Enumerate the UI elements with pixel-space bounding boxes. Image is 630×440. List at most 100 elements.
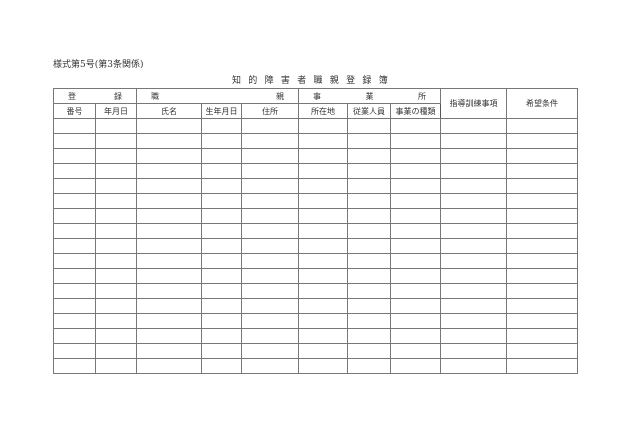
table-row (53, 163, 578, 179)
table-cell (241, 193, 299, 209)
table-cell (241, 178, 299, 194)
table-cell (241, 223, 299, 239)
table-cell (136, 223, 202, 239)
table-cell (53, 133, 96, 149)
form-number-label: 様式第5号(第3条関係) (53, 60, 144, 70)
table-cell (440, 238, 507, 254)
table-cell (95, 133, 137, 149)
table-cell (201, 328, 242, 344)
table-cell (390, 208, 441, 224)
table-cell (95, 298, 137, 314)
table-cell (347, 133, 391, 149)
table-cell (53, 118, 96, 134)
table-cell (390, 193, 441, 209)
table-cell (347, 193, 391, 209)
table-cell (298, 298, 348, 314)
table-cell (298, 238, 348, 254)
table-cell (298, 118, 348, 134)
table-cell (506, 253, 578, 269)
table-cell (95, 223, 137, 239)
table-cell (506, 268, 578, 284)
table-cell (241, 268, 299, 284)
table-cell (347, 178, 391, 194)
table-cell (136, 118, 202, 134)
table-cell (136, 193, 202, 209)
header-char: 所 (418, 91, 426, 101)
table-cell (347, 298, 391, 314)
table-cell (201, 253, 242, 269)
table-cell (136, 163, 202, 179)
header-row-1: 登録 職親 事業所 指導訓練事項 希望条件 (53, 88, 578, 119)
table-cell (136, 358, 202, 374)
table-cell (390, 238, 441, 254)
table-cell (136, 313, 202, 329)
table-cell (136, 208, 202, 224)
table-cell (201, 208, 242, 224)
table-cell (347, 118, 391, 134)
table-cell (298, 178, 348, 194)
table-cell (241, 253, 299, 269)
table-cell (440, 298, 507, 314)
table-cell (136, 343, 202, 359)
table-cell (440, 358, 507, 374)
table-cell (53, 283, 96, 299)
table-cell (440, 163, 507, 179)
header-registration: 登録 (53, 88, 137, 104)
table-cell (506, 298, 578, 314)
table-row (53, 328, 578, 344)
table-cell (53, 298, 96, 314)
registry-table: 登録 職親 事業所 指導訓練事項 希望条件 番号 年月日 氏名 生年月日 住所 … (53, 88, 578, 374)
table-cell (201, 313, 242, 329)
table-cell (506, 178, 578, 194)
table-cell (440, 148, 507, 164)
table-cell (440, 328, 507, 344)
header-business: 事業所 (298, 88, 441, 104)
table-cell (347, 208, 391, 224)
table-cell (95, 268, 137, 284)
table-cell (298, 253, 348, 269)
table-row (53, 148, 578, 164)
table-cell (53, 313, 96, 329)
table-cell (53, 208, 96, 224)
table-cell (506, 208, 578, 224)
table-cell (201, 238, 242, 254)
table-cell (347, 268, 391, 284)
table-cell (53, 223, 96, 239)
table-cell (440, 208, 507, 224)
table-cell (506, 343, 578, 359)
table-cell (347, 328, 391, 344)
table-cell (53, 328, 96, 344)
header-row-2: 番号 年月日 氏名 生年月日 住所 所在地 従業人員 事業の種類 (53, 103, 578, 119)
table-cell (136, 133, 202, 149)
header-char: 職 (151, 91, 159, 101)
table-cell (298, 343, 348, 359)
table-cell (201, 118, 242, 134)
table-cell (440, 283, 507, 299)
table-cell (95, 253, 137, 269)
table-cell (241, 328, 299, 344)
table-cell (440, 313, 507, 329)
table-cell (201, 298, 242, 314)
table-cell (201, 268, 242, 284)
header-date: 年月日 (95, 103, 137, 119)
header-char: 事 (313, 91, 321, 101)
table-cell (136, 283, 202, 299)
table-cell (136, 148, 202, 164)
header-char: 業 (365, 91, 374, 101)
table-cell (53, 343, 96, 359)
table-row (53, 313, 578, 329)
table-cell (241, 163, 299, 179)
table-cell (201, 163, 242, 179)
table-cell (95, 328, 137, 344)
table-row (53, 283, 578, 299)
table-cell (298, 163, 348, 179)
table-cell (136, 178, 202, 194)
table-row (53, 268, 578, 284)
table-cell (241, 313, 299, 329)
table-cell (298, 358, 348, 374)
table-cell (506, 238, 578, 254)
table-row (53, 208, 578, 224)
table-cell (241, 148, 299, 164)
table-cell (390, 343, 441, 359)
table-cell (95, 193, 137, 209)
